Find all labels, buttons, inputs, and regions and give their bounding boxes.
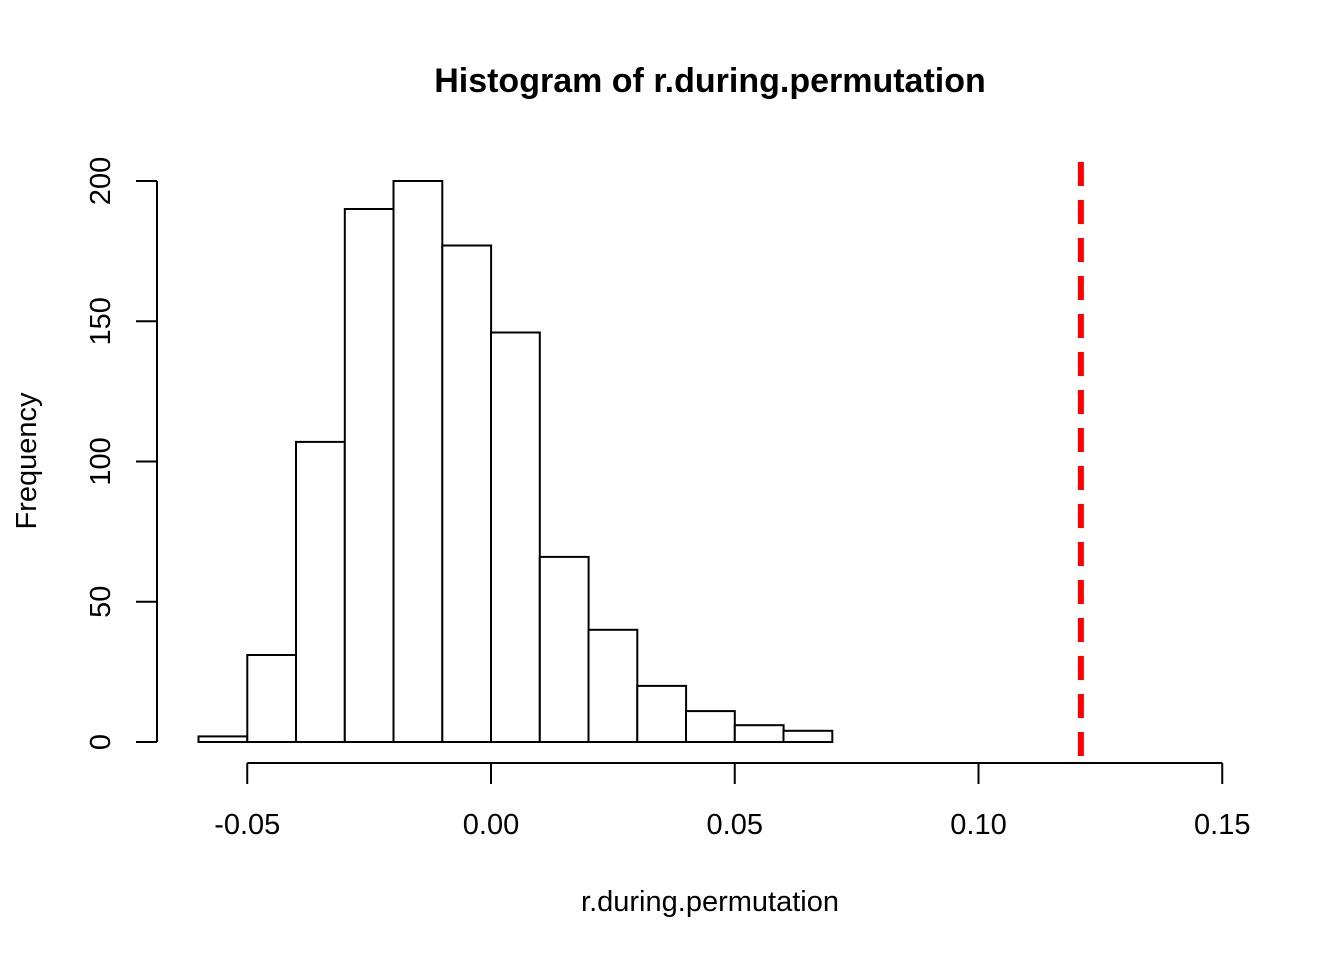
x-tick-label: -0.05 (214, 809, 280, 841)
y-tick-label: 100 (85, 437, 117, 485)
y-tick-label: 0 (85, 734, 117, 750)
histogram-bar-6 (490, 331, 541, 743)
histogram-bar-5 (441, 244, 493, 743)
y-tick-label: 200 (85, 157, 117, 205)
x-axis: -0.05 0.00 0.05 0.10 0.15 (214, 762, 1250, 841)
y-axis-label: Frequency (11, 392, 43, 530)
x-tick-label: 0.15 (1194, 809, 1250, 841)
histogram-bar-0 (197, 735, 249, 744)
histogram-bar-2 (295, 440, 346, 743)
histogram-bar-12 (782, 729, 834, 743)
y-tick-label: 150 (85, 297, 117, 345)
x-axis-label: r.during.permutation (581, 886, 839, 918)
histogram-bar-7 (538, 555, 590, 744)
x-tick-label: 0.10 (950, 809, 1006, 841)
x-tick-label: 0.00 (463, 809, 519, 841)
bars-group (197, 180, 834, 744)
histogram-bar-4 (392, 180, 444, 743)
y-tick-label: 50 (85, 586, 117, 618)
y-axis: 0 50 100 150 200 (85, 157, 158, 750)
histogram-bar-3 (343, 208, 395, 743)
x-tick-label: 0.05 (707, 809, 763, 841)
histogram-bar-8 (587, 628, 639, 743)
histogram-bar-11 (733, 724, 785, 744)
histogram-bar-10 (685, 710, 736, 743)
chart-title: Histogram of r.during.permutation (434, 62, 986, 100)
histogram-bar-1 (246, 654, 298, 743)
histogram-bar-9 (636, 684, 688, 744)
